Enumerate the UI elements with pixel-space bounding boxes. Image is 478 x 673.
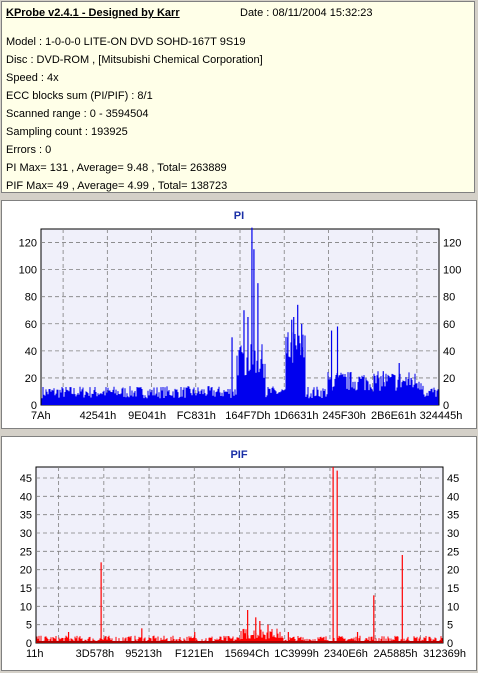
series-bars — [41, 227, 439, 405]
y-tick-label-left: 40 — [25, 346, 37, 358]
x-tick-label: 1D6631h — [274, 410, 319, 422]
y-tick-label-left: 20 — [20, 565, 32, 577]
x-tick-label: 2A5885h — [374, 648, 418, 660]
y-tick-label-right: 60 — [443, 319, 455, 331]
y-tick-label-right: 5 — [447, 620, 453, 632]
y-tick-label-right: 40 — [443, 346, 455, 358]
y-tick-label-right: 45 — [447, 473, 459, 485]
y-tick-label-left: 0 — [31, 400, 37, 412]
speed-line: Speed : 4x — [6, 72, 59, 84]
y-tick-label-right: 30 — [447, 528, 459, 540]
x-tick-label: 3D578h — [76, 648, 115, 660]
y-tick-label-left: 120 — [19, 238, 37, 250]
pif-chart-title: PIF — [230, 449, 248, 461]
errors-line: Errors : 0 — [6, 144, 52, 156]
y-tick-label-left: 40 — [20, 491, 32, 503]
y-tick-label-left: 80 — [25, 292, 37, 304]
y-tick-label-left: 15 — [20, 583, 32, 595]
y-tick-label-left: 25 — [20, 546, 32, 558]
x-tick-label: F121Eh — [175, 648, 214, 660]
pi-chart-panel: PI 0 0 20 20 40 40 60 60 80 80 100 100 120 120 7Ah 4254… — [1, 200, 477, 429]
y-tick-label-right: 20 — [447, 565, 459, 577]
x-tick-label: 2B6E61h — [371, 410, 416, 422]
y-tick-label-left: 20 — [25, 373, 37, 385]
y-tick-label-left: 45 — [20, 473, 32, 485]
y-tick-label-right: 25 — [447, 546, 459, 558]
ecc-line: ECC blocks sum (PI/PIF) : 8/1 — [6, 90, 153, 102]
x-tick-label: 9E041h — [128, 410, 166, 422]
x-tick-label: 15694Ch — [225, 648, 270, 660]
disc-line: Disc : DVD-ROM , [Mitsubishi Chemical Co… — [6, 54, 263, 66]
x-tick-label: 1C3999h — [274, 648, 319, 660]
x-tick-label: 312369h — [423, 648, 466, 660]
y-tick-label-right: 0 — [443, 400, 449, 412]
pif-chart: 0 0 5 5 10 10 15 15 20 20 25 25 30 30 35 35 40 40 45 45 11h 3… — [20, 466, 466, 660]
x-tick-label: 7Ah — [31, 410, 51, 422]
y-tick-label-right: 40 — [447, 491, 459, 503]
y-tick-label-left: 10 — [20, 601, 32, 613]
pi-summary-line: PI Max= 131 , Average= 9.48 , Total= 263… — [6, 162, 227, 174]
y-tick-label-right: 35 — [447, 510, 459, 522]
y-tick-label-left: 60 — [25, 319, 37, 331]
sampling-line: Sampling count : 193925 — [6, 126, 128, 138]
pi-chart: 0 0 20 20 40 40 60 60 80 80 100 100 120 120 7Ah 42541h 9… — [19, 227, 463, 422]
y-tick-label-right: 80 — [443, 292, 455, 304]
y-tick-label-left: 35 — [20, 510, 32, 522]
x-tick-label: 2340E6h — [324, 648, 368, 660]
x-tick-label: 95213h — [125, 648, 162, 660]
y-tick-label-right: 15 — [447, 583, 459, 595]
app-title: KProbe v2.4.1 - Designed by Karr — [6, 7, 180, 19]
y-tick-label-left: 5 — [26, 620, 32, 632]
pif-summary-line: PIF Max= 49 , Average= 4.99 , Total= 138… — [6, 180, 228, 192]
pif-chart-panel: PIF 0 0 5 5 10 10 15 15 20 20 25 25 30 30 35 35 40 40 45 45… — [1, 436, 477, 671]
x-tick-label: 245F30h — [322, 410, 365, 422]
y-tick-label-right: 100 — [443, 265, 461, 277]
scan-date: Date : 08/11/2004 15:32:23 — [240, 7, 373, 19]
info-panel: KProbe v2.4.1 - Designed by Karr Date : … — [1, 1, 475, 193]
x-tick-label: FC831h — [177, 410, 216, 422]
y-tick-label-right: 120 — [443, 238, 461, 250]
y-tick-label-left: 30 — [20, 528, 32, 540]
x-tick-label: 11h — [26, 648, 44, 660]
model-line: Model : 1-0-0-0 LITE-ON DVD SOHD-167T 9S… — [6, 36, 246, 48]
pi-chart-title: PI — [233, 210, 245, 222]
x-tick-label: 324445h — [420, 410, 463, 422]
y-tick-label-left: 100 — [19, 265, 37, 277]
x-tick-label: 164F7Dh — [225, 410, 270, 422]
x-tick-label: 42541h — [80, 410, 117, 422]
y-tick-label-right: 20 — [443, 373, 455, 385]
range-line: Scanned range : 0 - 3594504 — [6, 108, 149, 120]
y-tick-label-right: 0 — [447, 638, 453, 650]
y-tick-label-left: 0 — [26, 638, 32, 650]
y-tick-label-right: 10 — [447, 601, 459, 613]
